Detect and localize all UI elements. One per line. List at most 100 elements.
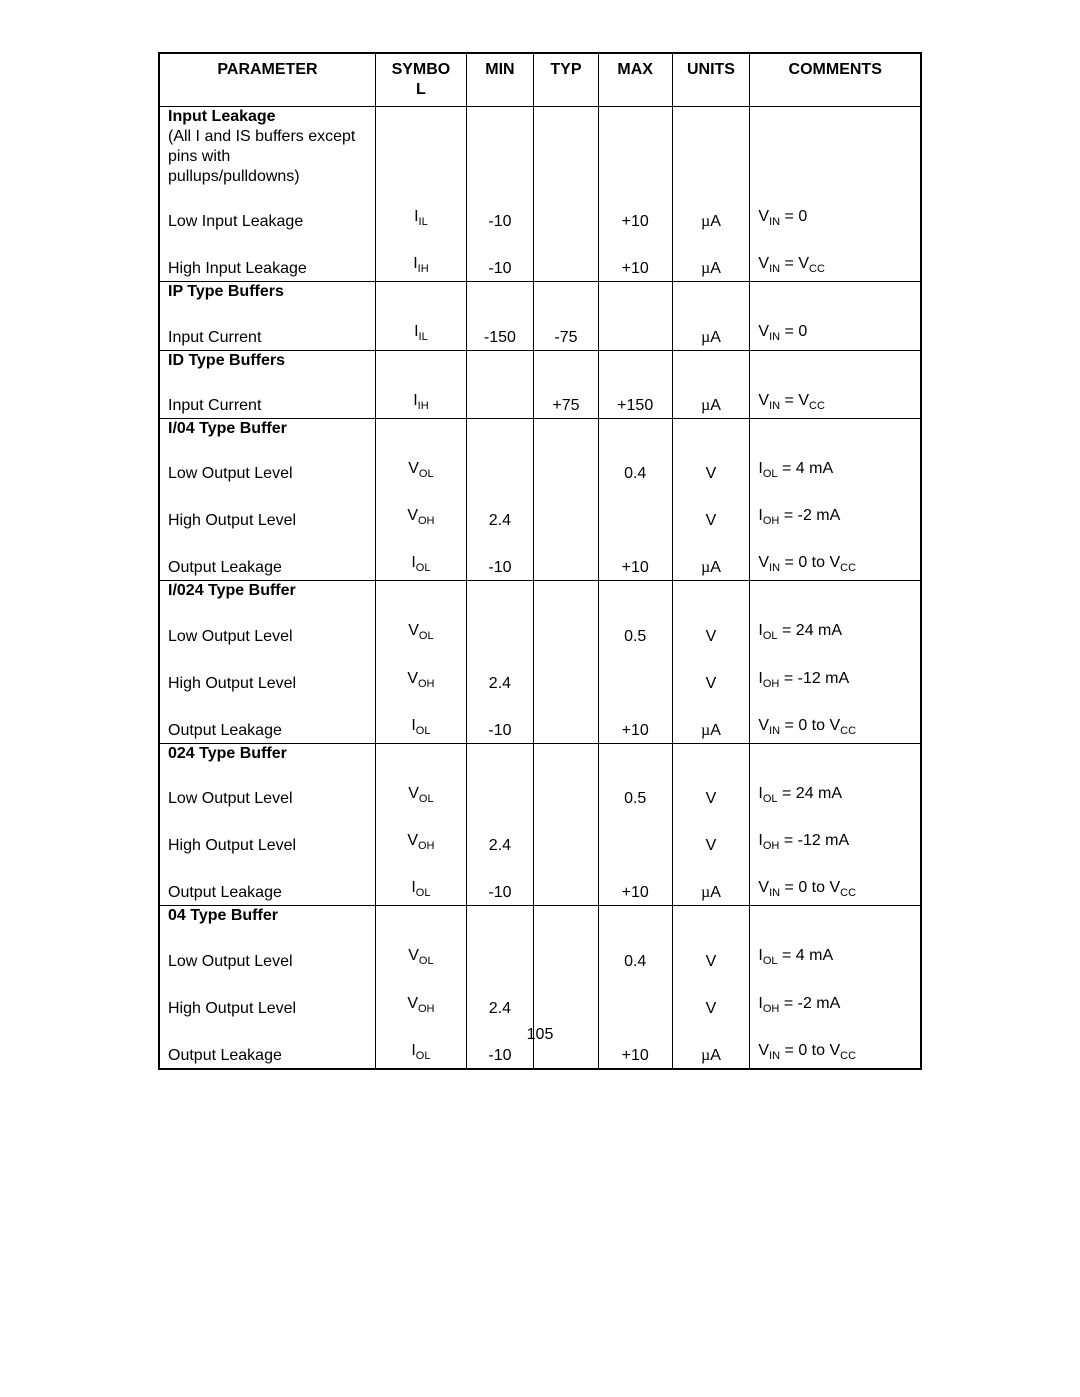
spacer-cell	[466, 302, 533, 322]
spacer-cell	[598, 649, 672, 669]
spacer-cell	[598, 696, 672, 716]
table-header: PARAMETER SYMBOL MIN TYP MAX UNITS COMME…	[159, 53, 921, 107]
spacer-cell	[375, 974, 466, 994]
spacer-cell	[159, 601, 375, 621]
cell	[672, 350, 750, 371]
spacer-cell	[375, 926, 466, 946]
symbol-cell: VOH	[375, 831, 466, 858]
table-row: Low Input LeakageIIL-10+10µAVIN = 0	[159, 207, 921, 234]
section-title: I/024 Type Buffer	[159, 581, 375, 602]
cell	[375, 107, 466, 128]
spacer-cell	[533, 533, 598, 553]
table-row: Low Output LevelVOL0.4VIOL = 4 mA	[159, 459, 921, 486]
spacer-cell	[672, 696, 750, 716]
spacer-cell	[159, 764, 375, 784]
spacer-cell	[598, 302, 672, 322]
spacer-cell	[672, 187, 750, 207]
min-cell	[466, 784, 533, 811]
parameter-cell: High Input Leakage	[159, 254, 375, 282]
typ-cell	[533, 946, 598, 973]
spacer-cell	[598, 974, 672, 994]
spacer-cell	[598, 858, 672, 878]
spacer-cell	[159, 649, 375, 669]
min-cell: 2.4	[466, 994, 533, 1021]
cell	[598, 581, 672, 602]
section-subtitle: pullups/pulldowns)	[159, 167, 375, 187]
spacer-cell	[159, 858, 375, 878]
spacer-cell	[598, 764, 672, 784]
cell	[466, 418, 533, 439]
section-title: Input Leakage	[159, 107, 375, 128]
cell	[672, 282, 750, 303]
units-cell: µA	[672, 254, 750, 282]
cell	[466, 282, 533, 303]
col-min: MIN	[466, 53, 533, 107]
section-title: 04 Type Buffer	[159, 906, 375, 927]
table-row: Low Output LevelVOL0.4VIOL = 4 mA	[159, 946, 921, 973]
max-cell: +10	[598, 716, 672, 744]
max-cell	[598, 994, 672, 1021]
typ-cell	[533, 669, 598, 696]
spacer-cell	[672, 811, 750, 831]
spacer-cell	[750, 858, 921, 878]
comments-cell: VIN = 0 to VCC	[750, 716, 921, 744]
max-cell: +10	[598, 207, 672, 234]
max-cell	[598, 831, 672, 858]
symbol-cell: IIL	[375, 207, 466, 234]
max-cell	[598, 322, 672, 350]
section-subtitle-row: pullups/pulldowns)	[159, 167, 921, 187]
spacer-cell	[159, 439, 375, 459]
spacer-cell	[533, 926, 598, 946]
comments-cell: IOH = -2 mA	[750, 506, 921, 533]
spacer-cell	[466, 439, 533, 459]
cell	[598, 282, 672, 303]
units-cell: V	[672, 621, 750, 648]
max-cell: 0.5	[598, 784, 672, 811]
symbol-cell: IIH	[375, 254, 466, 282]
comments-cell: IOH = -12 mA	[750, 831, 921, 858]
parameter-cell: Low Output Level	[159, 946, 375, 973]
units-cell: V	[672, 669, 750, 696]
cell	[672, 147, 750, 167]
cell	[672, 906, 750, 927]
spacer-cell	[750, 926, 921, 946]
spacer-cell	[598, 234, 672, 254]
typ-cell: +75	[533, 391, 598, 419]
symbol-cell: VOL	[375, 784, 466, 811]
max-cell	[598, 669, 672, 696]
cell	[750, 743, 921, 764]
comments-cell: VIN = 0	[750, 207, 921, 234]
spacer-cell	[375, 439, 466, 459]
comments-cell: IOH = -2 mA	[750, 994, 921, 1021]
units-cell: V	[672, 459, 750, 486]
cell	[466, 743, 533, 764]
spacer-cell	[750, 439, 921, 459]
cell	[750, 906, 921, 927]
cell	[598, 418, 672, 439]
min-cell: -10	[466, 716, 533, 744]
cell	[466, 906, 533, 927]
col-symbol: SYMBOL	[375, 53, 466, 107]
spacer-cell	[750, 764, 921, 784]
spacer-cell	[672, 764, 750, 784]
units-cell: µA	[672, 1041, 750, 1069]
max-cell: +10	[598, 553, 672, 581]
spacer-cell	[159, 371, 375, 391]
parameter-cell: Low Output Level	[159, 621, 375, 648]
spacer-cell	[159, 926, 375, 946]
page: PARAMETER SYMBOL MIN TYP MAX UNITS COMME…	[0, 0, 1080, 1397]
cell	[466, 167, 533, 187]
spacer-cell	[533, 234, 598, 254]
cell	[375, 282, 466, 303]
cell	[466, 350, 533, 371]
cell	[598, 906, 672, 927]
cell	[533, 743, 598, 764]
cell	[466, 107, 533, 128]
min-cell	[466, 946, 533, 973]
max-cell	[598, 506, 672, 533]
spacer-cell	[672, 533, 750, 553]
col-parameter: PARAMETER	[159, 53, 375, 107]
symbol-cell: IIL	[375, 322, 466, 350]
spacer-cell	[466, 764, 533, 784]
symbol-cell: VOL	[375, 459, 466, 486]
